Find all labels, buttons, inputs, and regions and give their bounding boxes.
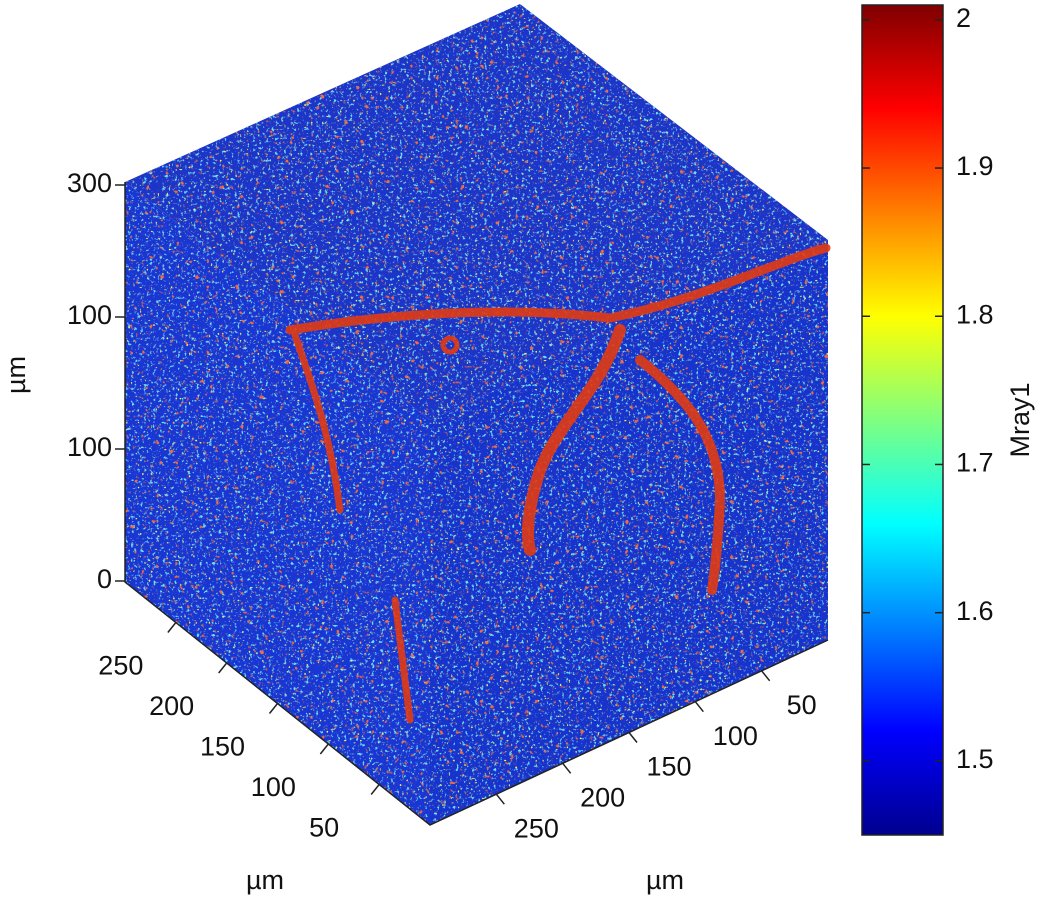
colorbar-tick-label: 2 [956, 3, 971, 33]
y-tick-label: 100 [713, 721, 758, 751]
colorbar [861, 4, 944, 836]
colorbar-tick-label: 1.9 [956, 151, 994, 181]
y-tick [694, 701, 704, 713]
x-tick [370, 784, 380, 795]
x-tick [218, 662, 228, 674]
x-tick [268, 703, 279, 714]
colorbar-label: Mray1 [1005, 382, 1035, 457]
speckle-red [125, 4, 828, 825]
z-tick-label: 100 [67, 300, 112, 330]
z-axis-label: µm [1, 356, 31, 394]
volume-cube [124, 4, 831, 826]
z-tick-label: 300 [67, 168, 112, 198]
z-tick-label: 0 [97, 564, 112, 594]
y-tick-label: 50 [787, 690, 817, 720]
y-tick-label: 150 [646, 752, 691, 782]
y-tick-label: 200 [580, 782, 625, 812]
x-tick-label: 250 [98, 651, 143, 681]
y-tick [628, 732, 638, 743]
y-tick [495, 793, 505, 805]
x-tick [167, 622, 177, 633]
colorbar-tick-label: 1.6 [956, 596, 994, 626]
y-tick [562, 762, 572, 774]
x-tick-label: 200 [149, 691, 194, 721]
y-tick-label: 250 [514, 813, 559, 843]
x-tick-label: 100 [251, 772, 296, 802]
y-tick [761, 670, 771, 682]
z-tick-label: 100 [67, 432, 112, 462]
x-axis-label: µm [246, 865, 284, 895]
x-tick-label: 150 [200, 732, 245, 762]
vessel-structures [285, 243, 831, 724]
colorbar-tick-label: 1.8 [956, 299, 994, 329]
x-tick-label: 50 [309, 813, 339, 843]
colorbar-tick-label: 1.5 [956, 744, 994, 774]
x-tick [319, 743, 329, 755]
colorbar-tick-label: 1.7 [956, 448, 994, 478]
y-axis-label: µm [646, 865, 684, 895]
